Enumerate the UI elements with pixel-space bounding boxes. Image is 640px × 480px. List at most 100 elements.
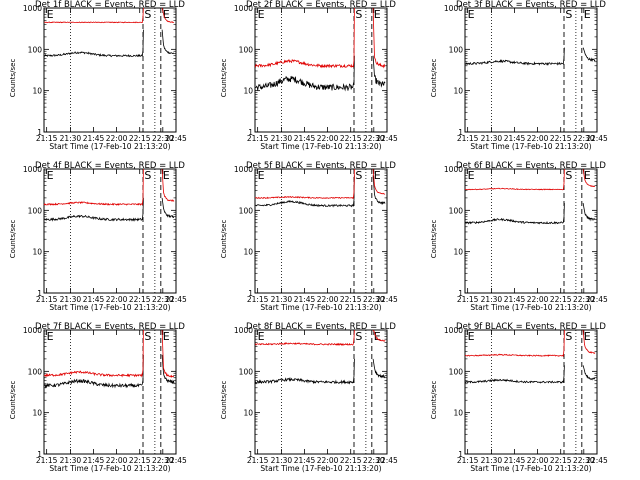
y-tick-label: 1	[37, 128, 42, 137]
x-tick-label: 22:30	[363, 134, 385, 143]
y-tick-label: 100	[239, 206, 254, 215]
series-line	[372, 55, 386, 88]
x-tick-label: 21:45	[83, 134, 105, 143]
x-tick-label: 22:15	[340, 295, 362, 304]
series-line	[43, 197, 144, 222]
plot-frame	[464, 7, 598, 133]
series-line	[372, 358, 386, 379]
y-tick-label: 10	[243, 248, 253, 257]
x-tick-label: 22:15	[550, 295, 572, 304]
plot-frame	[43, 168, 177, 294]
series-line	[464, 47, 565, 66]
x-axis-label: Start Time (17-Feb-10 21:13:20)	[260, 464, 381, 473]
x-tick-label: 22:45	[376, 456, 398, 465]
x-tick-label: 21:15	[247, 456, 269, 465]
y-tick-label: 1000	[444, 4, 463, 13]
plot-frame	[43, 329, 177, 455]
plot-frame	[464, 168, 598, 294]
series-line	[254, 358, 355, 385]
event-marker-label: S	[144, 8, 151, 21]
y-tick-label: 1	[458, 289, 463, 298]
x-tick-label: 22:30	[573, 134, 595, 143]
event-marker-label: E	[374, 169, 381, 182]
event-marker-label: E	[47, 169, 54, 182]
plot-frame	[464, 329, 598, 455]
detector-panel-9: Det 9f BLACK = Events, RED = LLD 1 10 100 10…	[430, 322, 608, 473]
y-axis-label: Counts/sec	[220, 59, 228, 98]
series-line	[161, 29, 175, 54]
x-tick-label: 21:15	[247, 134, 269, 143]
series-line	[372, 175, 386, 205]
x-tick-label: 22:15	[129, 295, 151, 304]
x-tick-label: 22:00	[106, 134, 128, 143]
x-tick-label: 22:00	[527, 134, 549, 143]
x-axis-label: Start Time (17-Feb-10 21:13:20)	[260, 142, 381, 151]
x-tick-label: 22:15	[550, 134, 572, 143]
series-line	[254, 329, 355, 346]
x-tick-label: 22:45	[376, 295, 398, 304]
series-line	[44, 7, 144, 24]
event-marker-label: E	[468, 330, 475, 343]
x-tick-label: 22:45	[586, 456, 608, 465]
y-tick-label: 100	[28, 367, 43, 376]
detector-panel-2: Det 2f BLACK = Events, RED = LLD 1 10 100 10…	[220, 0, 398, 151]
x-tick-label: 22:15	[550, 456, 572, 465]
y-tick-label: 10	[453, 248, 463, 257]
y-tick-label: 100	[28, 45, 43, 54]
event-marker-label: S	[355, 169, 362, 182]
x-tick-label: 22:30	[363, 295, 385, 304]
y-tick-label: 1	[248, 450, 253, 459]
event-marker-label: S	[565, 169, 572, 182]
x-tick-label: 22:15	[340, 456, 362, 465]
y-tick-label: 10	[32, 87, 42, 96]
x-tick-label: 21:45	[504, 295, 526, 304]
detector-panel-6: Det 6f BLACK = Events, RED = LLD 1 10 100 10…	[430, 161, 608, 312]
series-line	[43, 29, 144, 58]
x-tick-label: 22:15	[340, 134, 362, 143]
x-tick-label: 22:00	[106, 456, 128, 465]
x-tick-label: 22:45	[586, 134, 608, 143]
y-axis-label: Counts/sec	[430, 381, 438, 420]
plot-frame	[254, 7, 388, 133]
series-line	[582, 203, 596, 222]
y-axis-label: Counts/sec	[9, 59, 17, 98]
x-tick-label: 22:30	[152, 295, 174, 304]
series-line	[161, 168, 175, 202]
series-line	[254, 168, 355, 199]
event-marker-label: E	[163, 8, 170, 21]
x-tick-label: 21:15	[457, 456, 479, 465]
x-axis-label: Start Time (17-Feb-10 21:13:20)	[49, 142, 170, 151]
event-marker-label: E	[468, 8, 475, 21]
y-tick-label: 1	[37, 289, 42, 298]
x-tick-label: 22:45	[165, 134, 187, 143]
series-line	[161, 354, 175, 384]
plot-frame	[43, 7, 177, 133]
y-tick-label: 100	[449, 367, 464, 376]
y-tick-label: 1	[248, 128, 253, 137]
x-tick-label: 21:30	[60, 295, 82, 304]
series-line	[372, 168, 386, 195]
x-tick-label: 22:00	[527, 456, 549, 465]
y-tick-label: 100	[449, 45, 464, 54]
x-tick-label: 21:15	[36, 295, 58, 304]
y-tick-label: 1000	[234, 4, 253, 13]
event-marker-label: E	[584, 8, 591, 21]
y-tick-label: 1	[458, 128, 463, 137]
y-tick-label: 100	[239, 367, 254, 376]
plot-frame	[254, 168, 388, 294]
x-tick-label: 21:30	[60, 456, 82, 465]
x-tick-label: 21:45	[294, 295, 316, 304]
x-tick-label: 21:30	[271, 295, 293, 304]
x-tick-label: 21:30	[481, 134, 503, 143]
x-tick-label: 21:45	[504, 456, 526, 465]
x-tick-label: 21:30	[271, 456, 293, 465]
event-marker-label: E	[258, 169, 265, 182]
detector-panel-3: Det 3f BLACK = Events, RED = LLD 1 10 100 10…	[430, 0, 608, 151]
x-tick-label: 22:45	[165, 295, 187, 304]
x-tick-label: 21:45	[83, 456, 105, 465]
panel-title: Det 8f BLACK = Events, RED = LLD	[246, 322, 396, 332]
event-marker-label: S	[355, 330, 362, 343]
event-marker-label: E	[163, 169, 170, 182]
x-tick-label: 21:15	[36, 456, 58, 465]
